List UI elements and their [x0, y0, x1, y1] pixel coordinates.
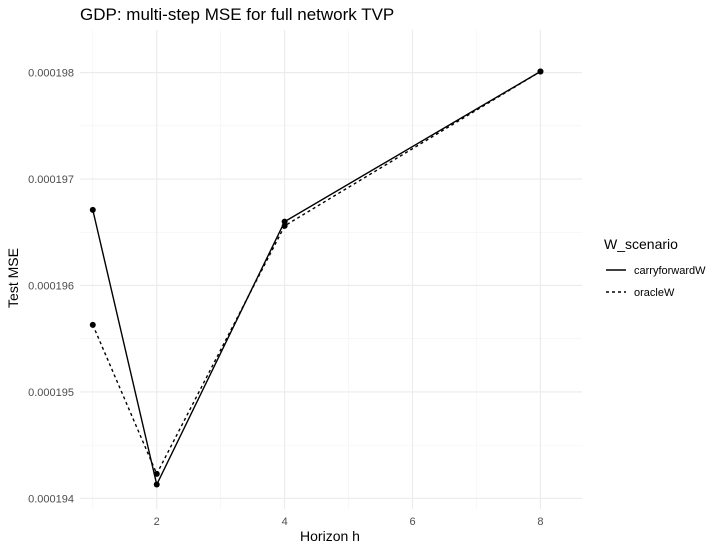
data-point-oracleW — [89, 321, 96, 328]
data-point-oracleW — [153, 470, 160, 477]
legend-title: W_scenario — [604, 236, 678, 252]
legend-label-carryforwardW: carryforwardW — [634, 265, 706, 277]
data-point-oracleW — [281, 222, 288, 229]
y-tick-label: 0.000196 — [28, 280, 74, 292]
y-axis-tick-labels: 0.000194 0.000195 0.000196 0.000197 0.000198 — [28, 68, 74, 506]
y-tick-label: 0.000195 — [28, 387, 74, 399]
plot-panel — [80, 30, 582, 509]
series-line-oracleW — [92, 70, 541, 476]
x-tick-label: 6 — [409, 516, 415, 528]
x-axis-tick-labels: 2 4 6 8 — [154, 516, 544, 528]
data-point-carryforwardW — [153, 481, 160, 488]
legend-items: carryforwardW oracleW — [606, 265, 706, 299]
y-tick-label: 0.000197 — [28, 174, 74, 186]
x-tick-label: 2 — [154, 516, 160, 528]
x-tick-label: 4 — [282, 516, 288, 528]
y-axis-title: Test MSE — [5, 248, 21, 308]
legend-label-oracleW: oracleW — [634, 287, 675, 299]
series-points — [89, 68, 544, 488]
series-lines — [92, 70, 541, 487]
y-tick-label: 0.000198 — [28, 68, 74, 80]
data-point-carryforwardW — [89, 206, 96, 213]
series-line-carryforwardW — [92, 70, 541, 487]
data-point-carryforwardW — [281, 218, 288, 225]
y-tick-label: 0.000194 — [28, 493, 74, 505]
legend: W_scenario carryforwardW oracleW — [604, 236, 706, 299]
x-tick-label: 8 — [537, 516, 543, 528]
x-axis-title: Horizon h — [300, 528, 360, 544]
minor-gridlines — [80, 30, 582, 509]
major-gridlines — [80, 30, 582, 509]
chart-title: GDP: multi-step MSE for full network TVP — [80, 5, 394, 24]
data-point-oracleW — [537, 68, 544, 75]
